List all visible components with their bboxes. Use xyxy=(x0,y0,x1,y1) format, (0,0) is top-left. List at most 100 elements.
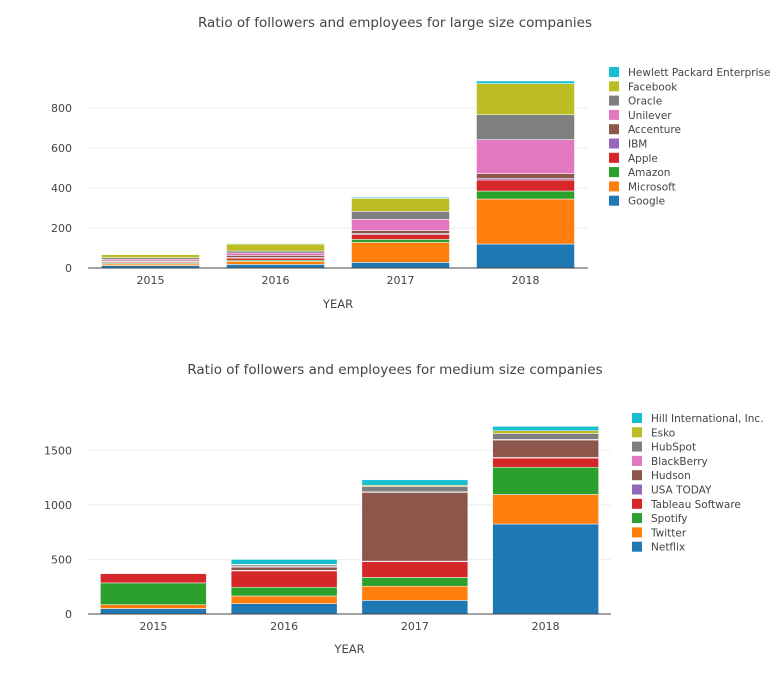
y-tick-label: 500 xyxy=(51,553,72,566)
legend-swatch-hubspot[interactable] xyxy=(632,442,642,452)
legend-swatch-oracle[interactable] xyxy=(609,96,619,106)
legend-swatch-tableau-software[interactable] xyxy=(632,499,642,509)
legend-swatch-ibm[interactable] xyxy=(609,139,619,149)
legend-label-blackberry[interactable]: BlackBerry xyxy=(651,456,708,468)
legend-label-apple[interactable]: Apple xyxy=(628,153,658,165)
bar-facebook-2018[interactable] xyxy=(477,84,575,115)
legend-swatch-google[interactable] xyxy=(609,196,619,206)
bar-hudson-2018[interactable] xyxy=(493,440,599,457)
y-tick-label: 200 xyxy=(51,222,72,235)
legend-label-hubspot[interactable]: HubSpot xyxy=(651,442,696,454)
bar-google-2018[interactable] xyxy=(477,244,575,268)
legend-swatch-blackberry[interactable] xyxy=(632,456,642,466)
legend-label-hudson[interactable]: Hudson xyxy=(651,470,691,482)
bar-apple-2016[interactable] xyxy=(227,258,325,260)
bar-netflix-2018[interactable] xyxy=(493,524,599,614)
bar-facebook-2017[interactable] xyxy=(352,198,450,211)
legend-swatch-microsoft[interactable] xyxy=(609,181,619,191)
bar-spotify-2015[interactable] xyxy=(100,583,206,605)
legend-label-usa-today[interactable]: USA TODAY xyxy=(651,485,712,497)
legend-label-tableau-software[interactable]: Tableau Software xyxy=(650,499,741,511)
bar-accenture-2016[interactable] xyxy=(227,255,325,257)
bar-hudson-2017[interactable] xyxy=(362,492,468,561)
legend-swatch-amazon[interactable] xyxy=(609,167,619,177)
bar-unilever-2017[interactable] xyxy=(352,219,450,230)
legend-label-microsoft[interactable]: Microsoft xyxy=(628,181,676,193)
x-tick-label: 2017 xyxy=(387,274,415,287)
bar-hill-international-inc-2018[interactable] xyxy=(493,426,599,430)
bar-twitter-2017[interactable] xyxy=(362,586,468,600)
bar-tableau-software-2015[interactable] xyxy=(100,574,206,583)
legend-swatch-netflix[interactable] xyxy=(632,542,642,552)
bar-twitter-2015[interactable] xyxy=(100,605,206,609)
legend-label-hewlett-packard-enterprise[interactable]: Hewlett Packard Enterprise xyxy=(628,67,770,79)
bar-hubspot-2017[interactable] xyxy=(362,486,468,491)
legend-label-ibm[interactable]: IBM xyxy=(628,139,647,151)
bar-netflix-2015[interactable] xyxy=(100,609,206,614)
bar-hewlett-packard-enterprise-2017[interactable] xyxy=(352,197,450,198)
bar-google-2017[interactable] xyxy=(352,262,450,268)
x-tick-label: 2018 xyxy=(532,620,560,633)
legend-swatch-hewlett-packard-enterprise[interactable] xyxy=(609,67,619,77)
bar-facebook-2015[interactable] xyxy=(102,255,200,258)
bar-spotify-2016[interactable] xyxy=(231,587,337,596)
legend-label-spotify[interactable]: Spotify xyxy=(651,513,688,525)
bar-microsoft-2018[interactable] xyxy=(477,199,575,244)
legend-swatch-usa-today[interactable] xyxy=(632,485,642,495)
bar-netflix-2016[interactable] xyxy=(231,604,337,614)
legend: Hill International, Inc. Esko HubSpot Black… xyxy=(632,413,764,554)
bar-microsoft-2016[interactable] xyxy=(227,261,325,264)
legend-swatch-facebook[interactable] xyxy=(609,81,619,91)
legend-label-google[interactable]: Google xyxy=(628,196,665,208)
legend-swatch-esko[interactable] xyxy=(632,427,642,437)
bar-oracle-2018[interactable] xyxy=(477,115,575,140)
bar-hewlett-packard-enterprise-2016[interactable] xyxy=(227,243,325,244)
bar-microsoft-2017[interactable] xyxy=(352,242,450,262)
bar-twitter-2018[interactable] xyxy=(493,495,599,524)
legend-swatch-twitter[interactable] xyxy=(632,527,642,537)
legend-swatch-hudson[interactable] xyxy=(632,470,642,480)
bar-amazon-2017[interactable] xyxy=(352,239,450,242)
bar-esko-2018[interactable] xyxy=(493,431,599,434)
legend-label-amazon[interactable]: Amazon xyxy=(628,167,670,179)
legend-swatch-hill-international-inc[interactable] xyxy=(632,413,642,423)
bar-hill-international-inc-2017[interactable] xyxy=(362,480,468,485)
legend-swatch-unilever[interactable] xyxy=(609,110,619,120)
bar-tableau-software-2016[interactable] xyxy=(231,571,337,587)
legend-swatch-apple[interactable] xyxy=(609,153,619,163)
legend-label-accenture[interactable]: Accenture xyxy=(628,124,681,136)
bar-apple-2018[interactable] xyxy=(477,180,575,191)
x-tick-label: 2017 xyxy=(401,620,429,633)
legend-label-twitter[interactable]: Twitter xyxy=(650,527,687,539)
bar-tableau-software-2018[interactable] xyxy=(493,458,599,467)
bar-amazon-2018[interactable] xyxy=(477,191,575,199)
bar-facebook-2016[interactable] xyxy=(227,244,325,251)
bar-tableau-software-2017[interactable] xyxy=(362,562,468,578)
y-tick-label: 0 xyxy=(65,262,72,275)
bar-twitter-2016[interactable] xyxy=(231,596,337,604)
bar-hubspot-2018[interactable] xyxy=(493,433,599,439)
bar-oracle-2016[interactable] xyxy=(227,251,325,253)
legend-swatch-spotify[interactable] xyxy=(632,513,642,523)
legend-label-unilever[interactable]: Unilever xyxy=(628,110,672,122)
bar-unilever-2016[interactable] xyxy=(227,253,325,255)
legend-label-esko[interactable]: Esko xyxy=(651,427,675,439)
bar-google-2016[interactable] xyxy=(227,264,325,268)
legend-label-hill-international-inc[interactable]: Hill International, Inc. xyxy=(651,413,764,425)
bar-apple-2017[interactable] xyxy=(352,234,450,239)
bar-spotify-2018[interactable] xyxy=(493,467,599,494)
bar-spotify-2017[interactable] xyxy=(362,577,468,586)
bar-netflix-2017[interactable] xyxy=(362,600,468,614)
bar-hewlett-packard-enterprise-2018[interactable] xyxy=(477,81,575,84)
bar-oracle-2017[interactable] xyxy=(352,211,450,219)
legend-swatch-accenture[interactable] xyxy=(609,124,619,134)
bar-hudson-2016[interactable] xyxy=(231,567,337,570)
legend-label-oracle[interactable]: Oracle xyxy=(628,96,662,108)
bar-unilever-2018[interactable] xyxy=(477,140,575,174)
legend-label-facebook[interactable]: Facebook xyxy=(628,81,678,93)
bar-accenture-2017[interactable] xyxy=(352,230,450,233)
bar-hill-international-inc-2016[interactable] xyxy=(231,559,337,564)
legend-label-netflix[interactable]: Netflix xyxy=(651,542,685,554)
bar-accenture-2018[interactable] xyxy=(477,174,575,179)
